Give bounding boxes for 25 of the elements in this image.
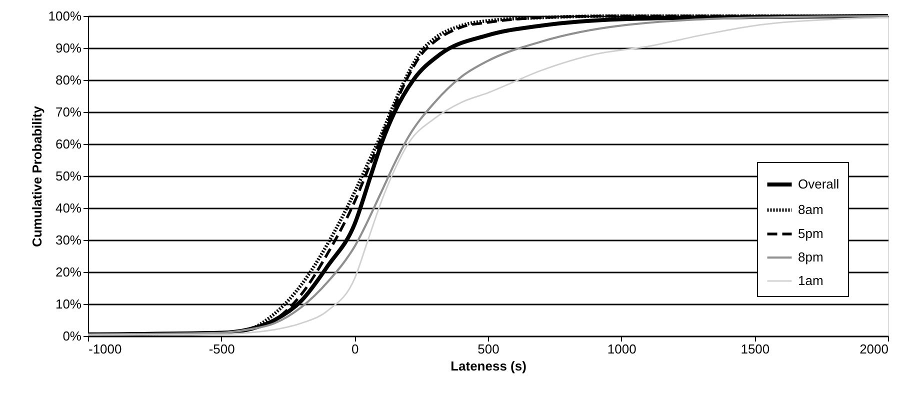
legend-label: Overall xyxy=(798,176,840,192)
y-tick-label: 30% xyxy=(55,232,82,248)
y-axis-title: Cumulative Probability xyxy=(29,105,44,247)
y-tick-label: 100% xyxy=(48,8,82,24)
y-tick-label: 20% xyxy=(55,264,82,280)
y-tick-label: 50% xyxy=(55,168,82,184)
y-tick-label: 0% xyxy=(62,328,82,344)
x-tick-label: -1000 xyxy=(88,342,122,356)
x-tick-label: 1500 xyxy=(740,342,770,356)
y-tick-label: 70% xyxy=(55,104,82,120)
legend-label: 5pm xyxy=(798,226,824,241)
x-tick-label: 500 xyxy=(478,342,500,356)
y-tick-label: 10% xyxy=(55,296,82,312)
legend-label: 8am xyxy=(798,202,824,217)
x-tick-label: 2000 xyxy=(860,342,888,356)
y-tick-label: 60% xyxy=(55,136,82,152)
legend-label: 8pm xyxy=(798,250,824,264)
x-axis-title: Lateness (s) xyxy=(450,358,526,374)
y-tick-label: 40% xyxy=(55,200,82,216)
x-tick-label: -500 xyxy=(208,342,235,356)
x-tick-label: 0 xyxy=(352,342,359,356)
y-tick-label: 80% xyxy=(55,72,82,88)
legend-label: 1am xyxy=(798,273,824,288)
y-tick-label: 90% xyxy=(55,40,82,56)
x-tick-label: 1000 xyxy=(607,342,636,356)
